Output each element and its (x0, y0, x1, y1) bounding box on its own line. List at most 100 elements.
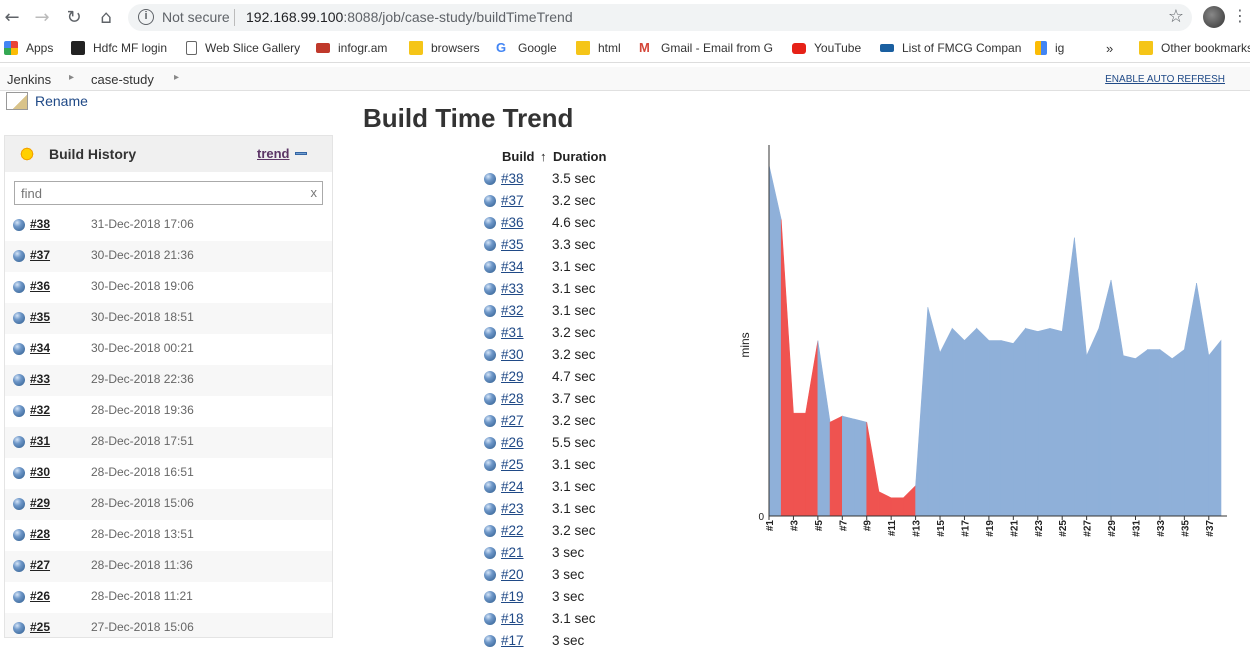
enable-auto-refresh-link[interactable]: ENABLE AUTO REFRESH (1105, 74, 1225, 85)
chart-area-segment-20[interactable] (988, 340, 1002, 517)
status-ball-icon[interactable] (484, 437, 496, 449)
chart-area-segment-33[interactable] (1147, 349, 1161, 517)
chart-area-segment-30[interactable] (1110, 279, 1124, 517)
chart-area-segment-36[interactable] (1184, 282, 1197, 517)
bookmark-ig[interactable]: ig (1035, 41, 1064, 55)
trend-link[interactable]: trend (257, 146, 290, 161)
build-link[interactable]: #31 (30, 434, 51, 448)
build-date[interactable]: 30-Dec-2018 18:51 (91, 310, 194, 324)
chart-area-segment-19[interactable] (976, 327, 990, 517)
build-link[interactable]: #36 (30, 279, 51, 293)
chevron-right-icon[interactable]: ▸ (69, 72, 75, 83)
status-ball-icon[interactable] (484, 481, 496, 493)
chart-area-segment-4[interactable] (793, 412, 806, 517)
chart-area-segment-37[interactable] (1196, 282, 1210, 517)
status-ball-icon[interactable] (13, 219, 25, 231)
chart-area-segment-10[interactable] (866, 422, 880, 517)
build-date[interactable]: 28-Dec-2018 16:51 (91, 465, 194, 479)
status-ball-icon[interactable] (484, 305, 496, 317)
status-ball-icon[interactable] (13, 498, 25, 510)
bookmarks-overflow[interactable]: » (1106, 41, 1113, 56)
build-link[interactable]: #28 (30, 527, 51, 541)
bookmark-gmail[interactable]: M Gmail - Email from G (639, 41, 773, 56)
build-link[interactable]: #32 (501, 303, 524, 318)
chart-area-segment-25[interactable] (1049, 328, 1063, 517)
build-date[interactable]: 28-Dec-2018 17:51 (91, 434, 194, 448)
build-link[interactable]: #37 (501, 193, 524, 208)
build-link[interactable]: #21 (501, 545, 524, 560)
column-header-duration[interactable]: Duration (553, 149, 607, 164)
status-ball-icon[interactable] (484, 459, 496, 471)
status-ball-icon[interactable] (13, 591, 25, 603)
address-bar[interactable]: i Not secure 192.168.99.100:8088/job/cas… (128, 4, 1192, 31)
build-link[interactable]: #27 (501, 413, 524, 428)
build-link[interactable]: #26 (30, 589, 51, 603)
bookmark-google[interactable]: G Google (496, 41, 557, 56)
chart-area-segment-27[interactable] (1074, 237, 1087, 517)
build-link[interactable]: #29 (501, 369, 524, 384)
status-ball-icon[interactable] (13, 374, 25, 386)
menu-icon[interactable]: ⋮ (1232, 6, 1248, 25)
build-link[interactable]: #25 (30, 620, 51, 634)
chart-area-segment-15[interactable] (927, 307, 941, 517)
chart-area-segment-22[interactable] (1013, 327, 1026, 517)
build-date[interactable]: 28-Dec-2018 13:51 (91, 527, 194, 541)
build-link[interactable]: #38 (501, 171, 524, 186)
status-ball-icon[interactable] (13, 622, 25, 634)
build-link[interactable]: #29 (30, 496, 51, 510)
build-link[interactable]: #33 (501, 281, 524, 296)
chart-area-segment-2[interactable] (768, 164, 782, 517)
build-date[interactable]: 31-Dec-2018 17:06 (91, 217, 194, 231)
chart-area-segment-29[interactable] (1098, 279, 1112, 517)
clear-icon[interactable]: x (310, 185, 318, 200)
sort-arrow-icon[interactable]: ↑ (540, 149, 547, 164)
chart-area-segment-17[interactable] (951, 327, 965, 517)
status-ball-icon[interactable] (484, 569, 496, 581)
chart-area-segment-9[interactable] (854, 418, 868, 517)
status-ball-icon[interactable] (13, 467, 25, 479)
chart-area-segment-23[interactable] (1025, 328, 1039, 517)
build-link[interactable]: #36 (501, 215, 524, 230)
build-date[interactable]: 27-Dec-2018 15:06 (91, 620, 194, 634)
url-text[interactable]: 192.168.99.100:8088/job/case-study/build… (246, 9, 573, 25)
forward-icon[interactable]: → (34, 7, 50, 28)
chart-area-segment-28[interactable] (1086, 328, 1100, 517)
bookmark-web-slice[interactable]: Web Slice Gallery (186, 41, 300, 55)
chevron-right-icon[interactable]: ▸ (174, 72, 180, 83)
build-link[interactable]: #17 (501, 633, 524, 648)
build-link[interactable]: #37 (30, 248, 51, 262)
chart-area-segment-5[interactable] (805, 340, 819, 517)
build-link[interactable]: #30 (501, 347, 524, 362)
build-date[interactable]: 28-Dec-2018 15:06 (91, 496, 194, 510)
reload-icon[interactable]: ↻ (66, 7, 82, 28)
status-ball-icon[interactable] (484, 393, 496, 405)
build-link[interactable]: #35 (501, 237, 524, 252)
build-date[interactable]: 30-Dec-2018 21:36 (91, 248, 194, 262)
status-ball-icon[interactable] (484, 239, 496, 251)
chart-area-segment-7[interactable] (829, 415, 843, 517)
status-ball-icon[interactable] (484, 547, 496, 559)
status-ball-icon[interactable] (484, 591, 496, 603)
chart-area-segment-34[interactable] (1159, 348, 1173, 517)
build-link[interactable]: #31 (501, 325, 524, 340)
status-ball-icon[interactable] (484, 327, 496, 339)
chart-area-segment-13[interactable] (903, 485, 916, 517)
build-link[interactable]: #25 (501, 457, 524, 472)
back-icon[interactable]: ← (4, 7, 20, 28)
status-ball-icon[interactable] (13, 250, 25, 262)
status-ball-icon[interactable] (484, 349, 496, 361)
status-ball-icon[interactable] (484, 525, 496, 537)
build-link[interactable]: #35 (30, 310, 51, 324)
status-ball-icon[interactable] (13, 281, 25, 293)
chart-area-segment-35[interactable] (1171, 348, 1185, 517)
chart-area-segment-11[interactable] (878, 491, 892, 517)
bookmark-apps[interactable]: Apps (4, 41, 53, 55)
build-date[interactable]: 28-Dec-2018 11:36 (91, 558, 193, 572)
build-date[interactable]: 28-Dec-2018 11:21 (91, 589, 193, 603)
status-ball-icon[interactable] (484, 283, 496, 295)
build-link[interactable]: #19 (501, 589, 524, 604)
bookmark-html[interactable]: html (576, 41, 621, 55)
build-link[interactable]: #27 (30, 558, 51, 572)
build-link[interactable]: #22 (501, 523, 524, 538)
build-date[interactable]: 30-Dec-2018 19:06 (91, 279, 194, 293)
